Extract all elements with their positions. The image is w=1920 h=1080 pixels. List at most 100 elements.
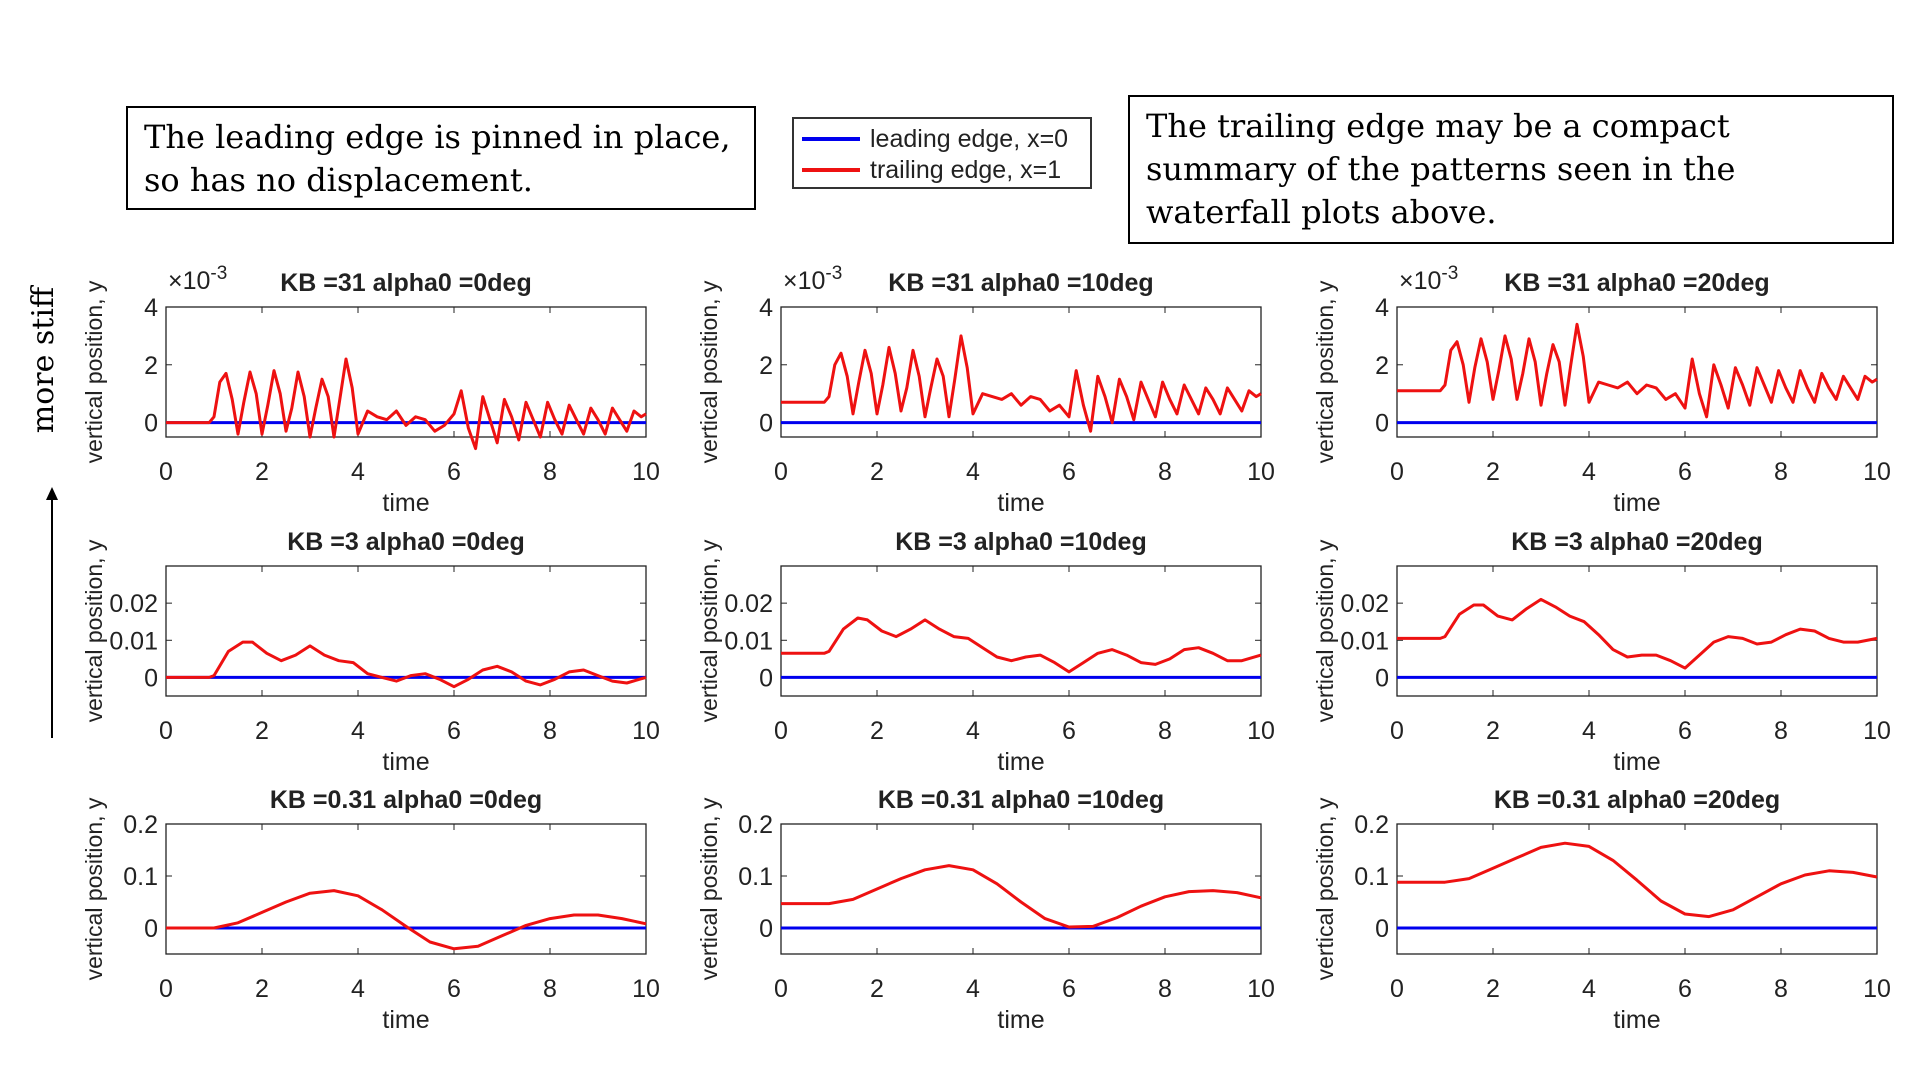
chart-title: KB =31 alpha0 =20deg bbox=[1504, 269, 1769, 297]
chart-title: KB =3 alpha0 =10deg bbox=[895, 528, 1147, 556]
x-axis-label: time bbox=[1613, 748, 1660, 776]
chart-title: KB =0.31 alpha0 =10deg bbox=[878, 786, 1164, 814]
x-axis-label: time bbox=[997, 1006, 1044, 1034]
y-tick-label: 0 bbox=[759, 410, 773, 438]
y-axis-label: vertical position, y bbox=[696, 797, 722, 980]
x-tick-label: 10 bbox=[1247, 975, 1275, 1003]
trailing-edge-line bbox=[166, 640, 647, 689]
x-tick-label: 4 bbox=[966, 458, 980, 486]
x-tick-label: 8 bbox=[543, 458, 557, 486]
x-tick-label: 10 bbox=[632, 975, 660, 1003]
x-tick-label: 4 bbox=[1582, 975, 1596, 1003]
x-tick-label: 2 bbox=[255, 458, 269, 486]
x-axis-label: time bbox=[1613, 1006, 1660, 1034]
exponent-label: ×10-3 bbox=[783, 263, 842, 295]
y-tick-label: 0 bbox=[144, 664, 158, 692]
y-tick-label: 0.02 bbox=[1340, 590, 1389, 618]
legend-item-leading: leading edge, x=0 bbox=[802, 124, 1068, 154]
chart-panel-3: 0 2 4 6 8 10 0 2 4 KB =31 alpha0 =20deg ×10-3 time v… bbox=[1312, 263, 1891, 517]
legend: leading edge, x=0 trailing edge, x=1 bbox=[792, 117, 1092, 189]
y-tick-label: 0 bbox=[759, 915, 773, 943]
x-tick-label: 0 bbox=[774, 717, 788, 745]
y-axis-label: vertical position, y bbox=[81, 280, 107, 463]
x-tick-label: 10 bbox=[1863, 717, 1891, 745]
legend-item-trailing: trailing edge, x=1 bbox=[802, 155, 1061, 185]
x-tick-label: 10 bbox=[1247, 717, 1275, 745]
x-tick-label: 0 bbox=[1390, 717, 1404, 745]
legend-swatch-trailing bbox=[802, 168, 860, 172]
y-tick-label: 0.01 bbox=[109, 627, 158, 655]
y-tick-label: 4 bbox=[144, 294, 158, 322]
y-tick-label: 2 bbox=[1375, 352, 1389, 380]
x-tick-label: 0 bbox=[1390, 975, 1404, 1003]
chart-title: KB =3 alpha0 =0deg bbox=[287, 528, 525, 556]
x-tick-label: 6 bbox=[447, 717, 461, 745]
chart-title: KB =0.31 alpha0 =0deg bbox=[270, 786, 542, 814]
x-tick-label: 6 bbox=[1062, 458, 1076, 486]
x-tick-label: 2 bbox=[255, 717, 269, 745]
chart-panel-2: 0 2 4 6 8 10 0 2 4 KB =31 alpha0 =10deg ×10-3 time v… bbox=[696, 263, 1275, 517]
y-tick-label: 0 bbox=[144, 410, 158, 438]
y-tick-label: 0.01 bbox=[1340, 627, 1389, 655]
x-tick-label: 6 bbox=[1062, 975, 1076, 1003]
y-tick-label: 0.2 bbox=[1354, 811, 1389, 839]
x-axis-label: time bbox=[382, 489, 429, 517]
x-tick-label: 8 bbox=[1158, 975, 1172, 1003]
plot-area bbox=[1396, 823, 1878, 955]
chart-title: KB =31 alpha0 =0deg bbox=[280, 269, 532, 297]
x-tick-label: 2 bbox=[870, 975, 884, 1003]
trailing-edge-line bbox=[1397, 597, 1878, 670]
x-axis-label: time bbox=[997, 489, 1044, 517]
x-tick-label: 10 bbox=[632, 458, 660, 486]
legend-label-trailing: trailing edge, x=1 bbox=[870, 155, 1062, 184]
y-axis-label: vertical position, y bbox=[696, 539, 722, 722]
x-tick-label: 2 bbox=[1486, 975, 1500, 1003]
exponent-label: ×10-3 bbox=[1399, 263, 1458, 295]
y-axis-label: vertical position, y bbox=[81, 539, 107, 722]
y-tick-label: 0 bbox=[1375, 664, 1389, 692]
chart-panel-8: 0 2 4 6 8 10 0 0.1 0.2 KB =0.31 alpha0 =10deg time… bbox=[696, 786, 1275, 1034]
trailing-edge-line bbox=[781, 616, 1262, 674]
trailing-edge-line bbox=[781, 864, 1262, 929]
x-tick-label: 6 bbox=[447, 458, 461, 486]
plot-area bbox=[165, 823, 647, 955]
y-tick-label: 0.1 bbox=[1354, 863, 1389, 891]
trailing-edge-note: The trailing edge may be a compact summa… bbox=[1128, 95, 1894, 244]
y-tick-label: 2 bbox=[759, 352, 773, 380]
x-tick-label: 2 bbox=[1486, 717, 1500, 745]
y-axis-label: vertical position, y bbox=[81, 797, 107, 980]
chart-panel-7: 0 2 4 6 8 10 0 0.1 0.2 KB =0.31 alpha0 =0deg time v… bbox=[81, 786, 660, 1034]
trailing-edge-line bbox=[1397, 841, 1878, 919]
y-tick-label: 2 bbox=[144, 352, 158, 380]
x-tick-label: 4 bbox=[351, 458, 365, 486]
y-tick-label: 0 bbox=[1375, 915, 1389, 943]
x-tick-label: 8 bbox=[543, 975, 557, 1003]
legend-swatch-leading bbox=[802, 137, 860, 141]
y-tick-label: 4 bbox=[759, 294, 773, 322]
x-tick-label: 6 bbox=[447, 975, 461, 1003]
x-tick-label: 10 bbox=[632, 717, 660, 745]
x-tick-label: 6 bbox=[1678, 458, 1692, 486]
y-axis-label: vertical position, y bbox=[696, 280, 722, 463]
trailing-edge-note-text: The trailing edge may be a compact summa… bbox=[1146, 107, 1736, 231]
x-tick-label: 0 bbox=[1390, 458, 1404, 486]
y-tick-label: 0.2 bbox=[123, 811, 158, 839]
plot-area bbox=[1396, 306, 1878, 438]
x-tick-label: 10 bbox=[1863, 975, 1891, 1003]
x-tick-label: 8 bbox=[1158, 717, 1172, 745]
x-axis-label: time bbox=[997, 748, 1044, 776]
x-tick-label: 4 bbox=[966, 717, 980, 745]
trailing-edge-line bbox=[1397, 322, 1878, 419]
leading-edge-note: The leading edge is pinned in place, so … bbox=[126, 106, 756, 210]
y-tick-label: 0.01 bbox=[724, 627, 773, 655]
x-tick-label: 2 bbox=[1486, 458, 1500, 486]
trailing-edge-line bbox=[166, 357, 647, 451]
x-tick-label: 4 bbox=[351, 717, 365, 745]
x-tick-label: 0 bbox=[774, 975, 788, 1003]
x-tick-label: 8 bbox=[543, 717, 557, 745]
x-tick-label: 0 bbox=[159, 975, 173, 1003]
x-tick-label: 8 bbox=[1774, 717, 1788, 745]
y-axis-label: vertical position, y bbox=[1312, 280, 1338, 463]
